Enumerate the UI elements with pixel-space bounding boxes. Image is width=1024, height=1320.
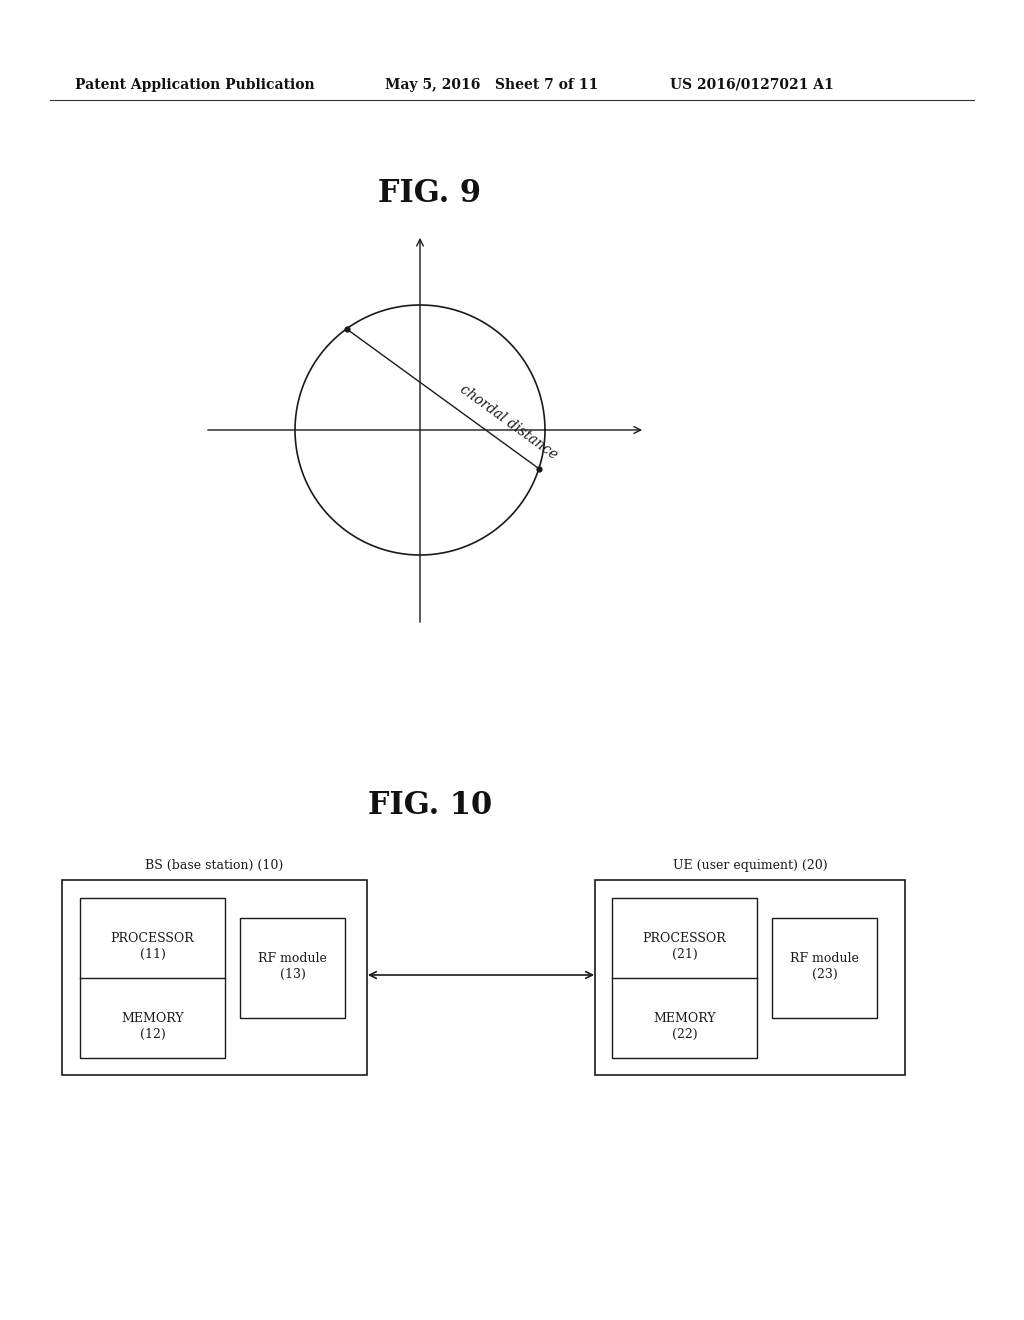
Text: RF module: RF module [258, 952, 327, 965]
Bar [62, 880, 367, 1074]
Bar [772, 917, 877, 1018]
Text: UE (user equiment) (20): UE (user equiment) (20) [673, 858, 827, 871]
Text: (23): (23) [812, 968, 838, 981]
Text: chordal distance: chordal distance [458, 383, 560, 462]
Bar [80, 898, 225, 1059]
Text: US 2016/0127021 A1: US 2016/0127021 A1 [670, 78, 834, 92]
Text: May 5, 2016   Sheet 7 of 11: May 5, 2016 Sheet 7 of 11 [385, 78, 598, 92]
Text: (11): (11) [139, 948, 166, 961]
Text: (21): (21) [672, 948, 697, 961]
Text: (12): (12) [139, 1027, 165, 1040]
Text: MEMORY: MEMORY [121, 1011, 184, 1024]
Text: (22): (22) [672, 1027, 697, 1040]
Bar [240, 917, 345, 1018]
Text: (13): (13) [280, 968, 305, 981]
Text: Patent Application Publication: Patent Application Publication [75, 78, 314, 92]
Bar [595, 880, 905, 1074]
Text: PROCESSOR: PROCESSOR [643, 932, 726, 945]
Text: PROCESSOR: PROCESSOR [111, 932, 195, 945]
Text: MEMORY: MEMORY [653, 1011, 716, 1024]
Text: BS (base station) (10): BS (base station) (10) [145, 858, 284, 871]
Bar [612, 898, 757, 1059]
Text: FIG. 9: FIG. 9 [379, 177, 481, 209]
Text: FIG. 10: FIG. 10 [368, 789, 493, 821]
Text: RF module: RF module [791, 952, 859, 965]
